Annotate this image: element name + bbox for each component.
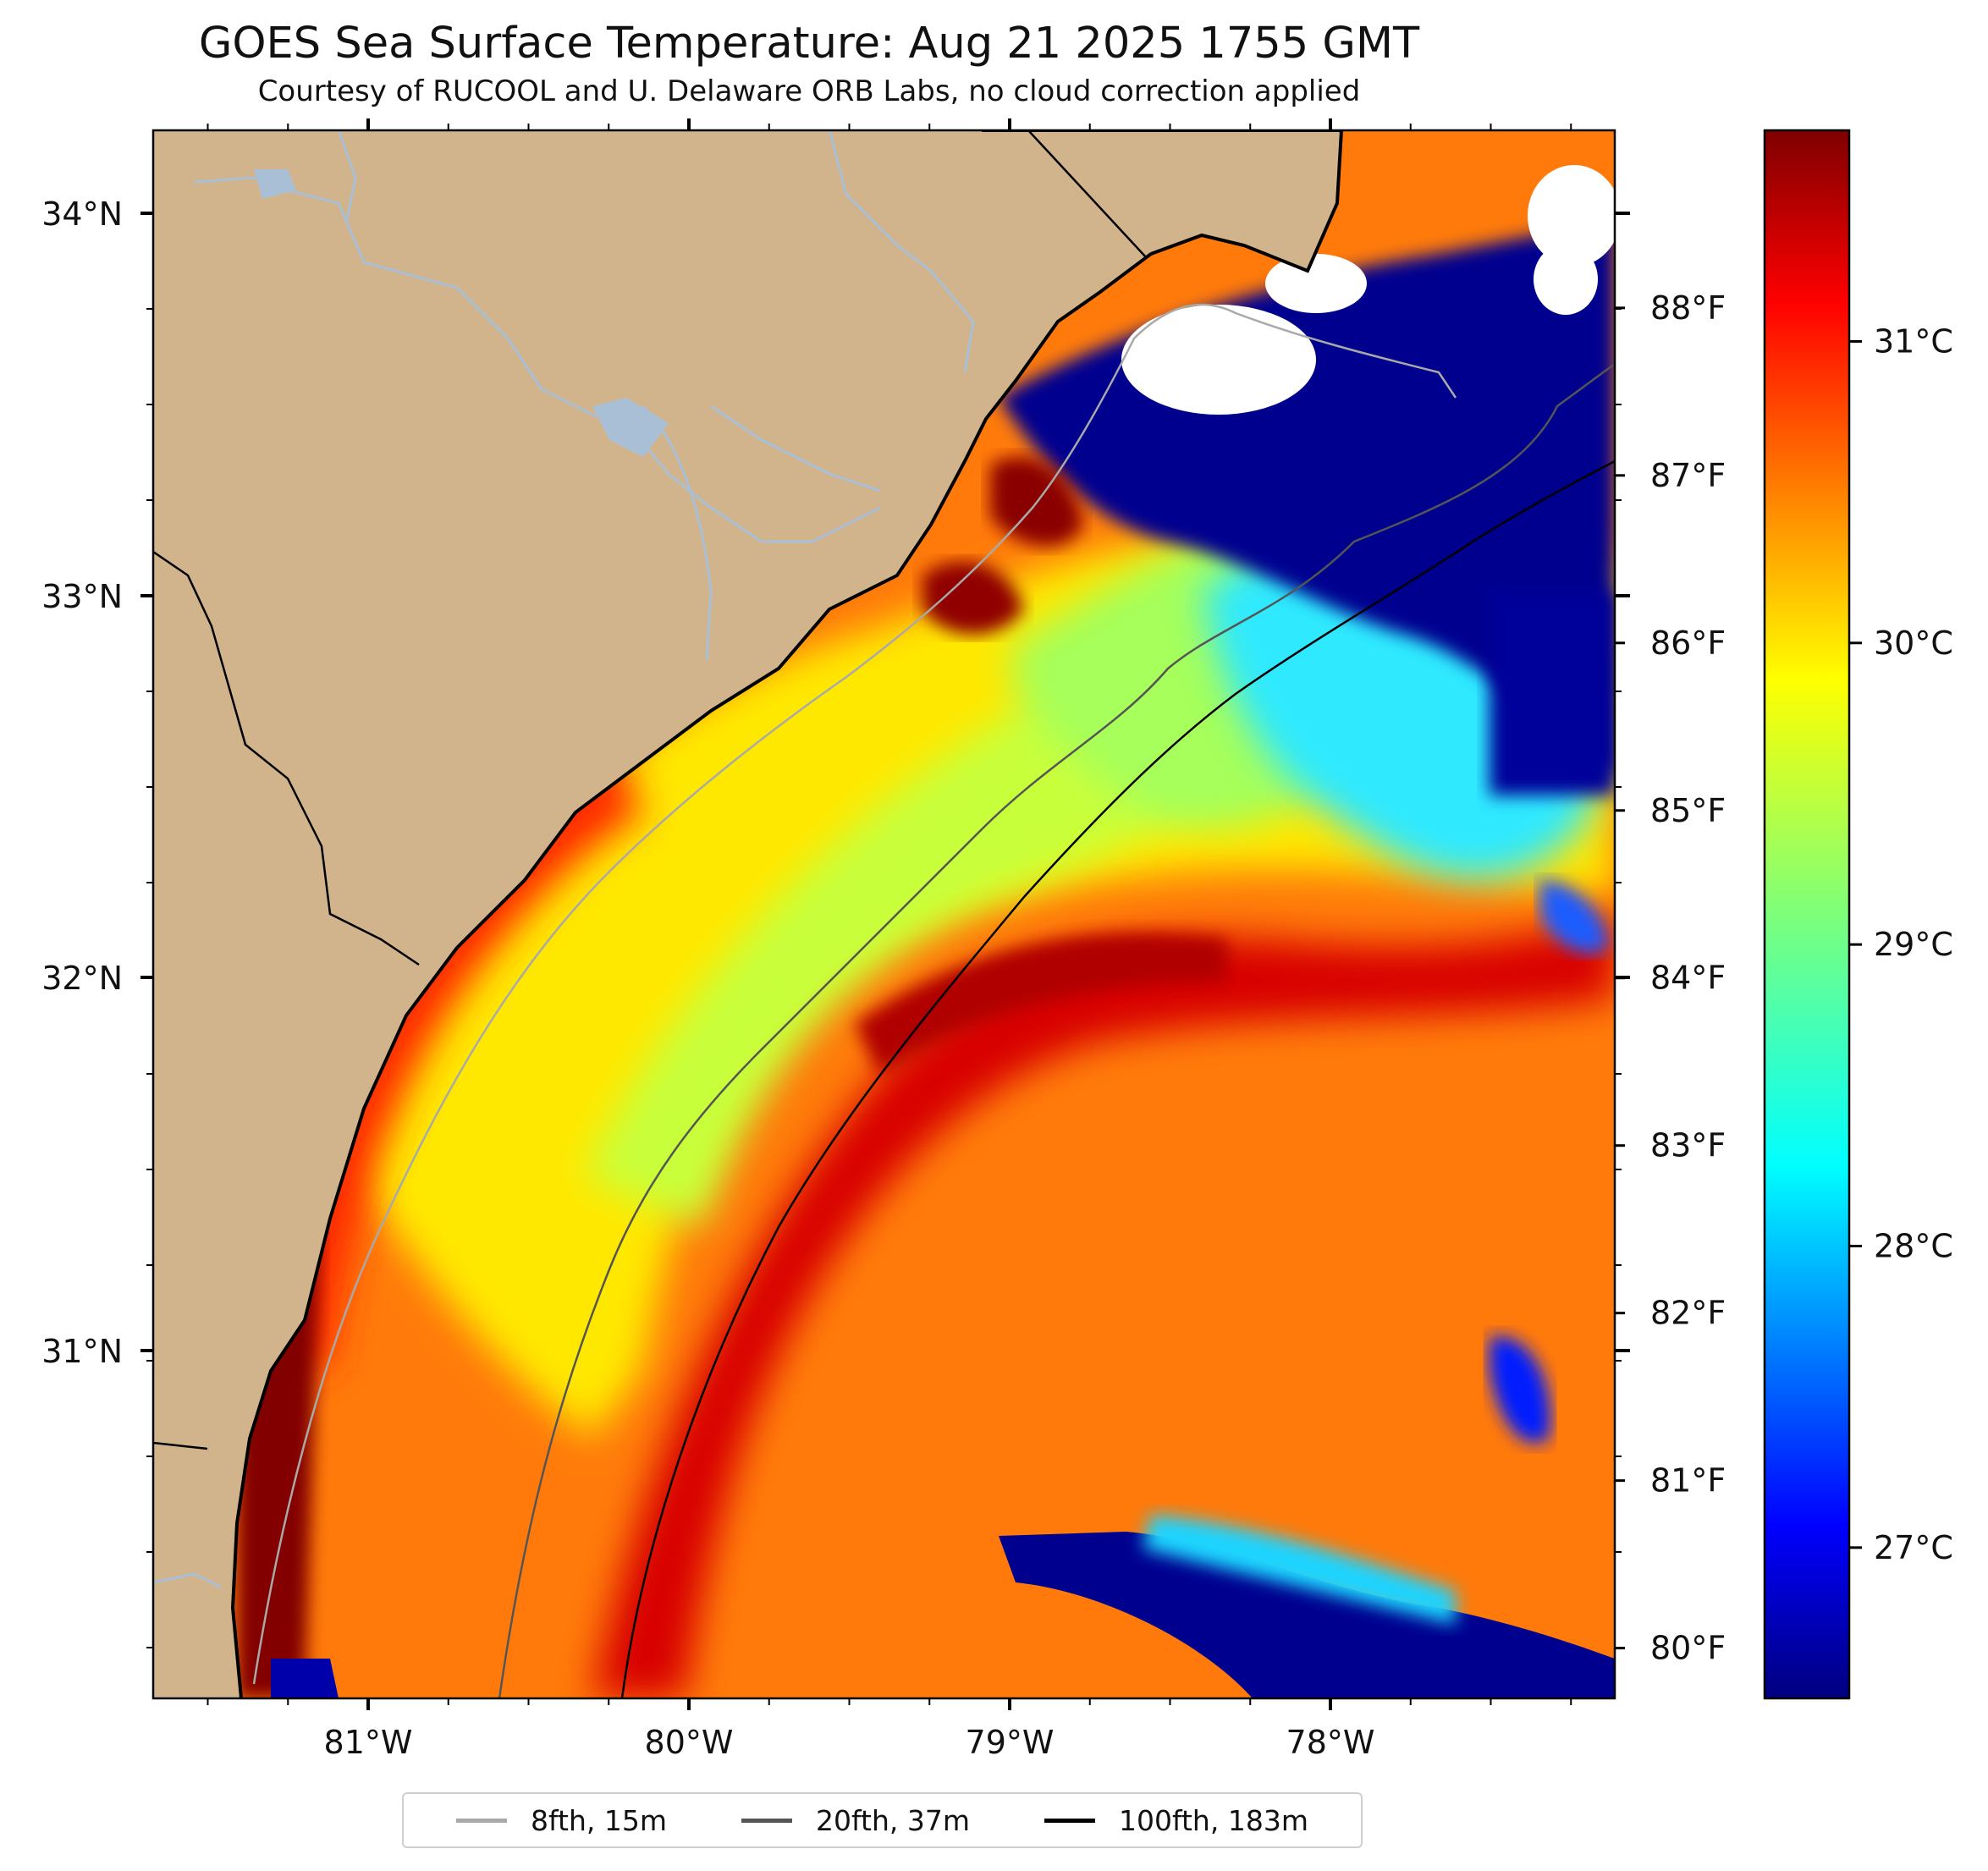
river (153, 1572, 221, 1588)
lon-label-81: 81°W (324, 1724, 413, 1761)
fahrenheit-label: 80°F (1650, 1630, 1726, 1667)
fahrenheit-label: 86°F (1650, 625, 1726, 662)
fahrenheit-label: 83°F (1650, 1127, 1726, 1164)
land (153, 130, 1341, 1698)
lat-label-34: 34°N (41, 195, 123, 233)
lon-label-80: 80°W (645, 1724, 734, 1761)
legend-item-100fth: 100fth, 183m (1044, 1804, 1308, 1837)
sst-cold-band-south (999, 1532, 1615, 1698)
fahrenheit-label: 87°F (1650, 457, 1726, 494)
lat-label-32: 32°N (41, 960, 123, 997)
legend-item-20fth: 20fth, 37m (741, 1804, 970, 1837)
sst-blue-eddy (1540, 880, 1608, 954)
legend-item-8fth: 8fth, 15m (455, 1803, 667, 1837)
isobath-20fth (498, 362, 1615, 1698)
sst-cold-spot (271, 1659, 339, 1698)
lat-label-31: 31°N (41, 1333, 123, 1370)
river (710, 404, 881, 493)
sst-cold-edge (1490, 592, 1615, 795)
map-title: GOES Sea Surface Temperature: Aug 21 202… (198, 19, 1420, 69)
legend-swatch (455, 1818, 507, 1823)
celsius-label: 28°C (1874, 1227, 1953, 1264)
sst-blue-eddy (1490, 1336, 1550, 1444)
fahrenheit-label: 84°F (1650, 960, 1726, 997)
lon-label-79: 79°W (966, 1724, 1055, 1761)
river (194, 176, 881, 543)
sst-field (153, 130, 1615, 1698)
colorbar (1763, 129, 1851, 1700)
state-border (153, 1441, 208, 1450)
sst-dark-red-spot (922, 561, 1024, 635)
fahrenheit-label: 82°F (1650, 1295, 1726, 1332)
legend-label: 8fth, 15m (530, 1803, 667, 1837)
sst-gulf-stream (592, 914, 1615, 1698)
cloud-patch (1265, 254, 1367, 313)
celsius-label: 29°C (1874, 926, 1953, 963)
coastline (230, 130, 1344, 1698)
river (337, 130, 357, 221)
cloud-patch (1528, 165, 1615, 267)
fahrenheit-label: 85°F (1650, 792, 1726, 829)
isobath-legend: 8fth, 15m 20fth, 37m 100fth, 183m (402, 1792, 1363, 1848)
celsius-label: 27°C (1874, 1529, 1953, 1566)
fahrenheit-axis: 88°F 87°F 86°F 85°F 84°F 83°F 82°F 81°F 80°F (1615, 289, 1726, 1667)
legend-swatch (1044, 1818, 1095, 1823)
sst-gulf-stream-core (855, 933, 1227, 1075)
celsius-axis: 31°C 30°C 29°C 28°C 27°C (1849, 322, 1953, 1566)
fahrenheit-label: 88°F (1650, 289, 1726, 327)
lake (592, 398, 669, 457)
celsius-label: 30°C (1874, 625, 1953, 662)
minor-ticks (146, 124, 1622, 1705)
map-frame (151, 129, 1616, 1700)
sst-coastal-red (237, 745, 643, 1371)
map-subtitle: Courtesy of RUCOOL and U. Delaware ORB L… (257, 74, 1361, 108)
cloud-patch (1121, 305, 1316, 415)
sst-cyan-edge-south (1143, 1515, 1456, 1625)
celsius-label: 31°C (1874, 322, 1953, 360)
isobath-100fth (620, 459, 1615, 1698)
state-border (153, 550, 420, 966)
lat-label-33: 33°N (41, 578, 123, 615)
legend-label: 100fth, 183m (1118, 1803, 1308, 1837)
lake (254, 169, 296, 199)
lon-label-78: 78°W (1286, 1724, 1375, 1761)
state-border (1027, 130, 1148, 259)
fahrenheit-label: 81°F (1650, 1462, 1726, 1500)
cloud-patch (1534, 244, 1598, 315)
legend-swatch (741, 1818, 792, 1823)
legend-label: 20fth, 37m (815, 1803, 970, 1837)
isobath-8fth (252, 303, 1457, 1685)
river (828, 130, 975, 373)
